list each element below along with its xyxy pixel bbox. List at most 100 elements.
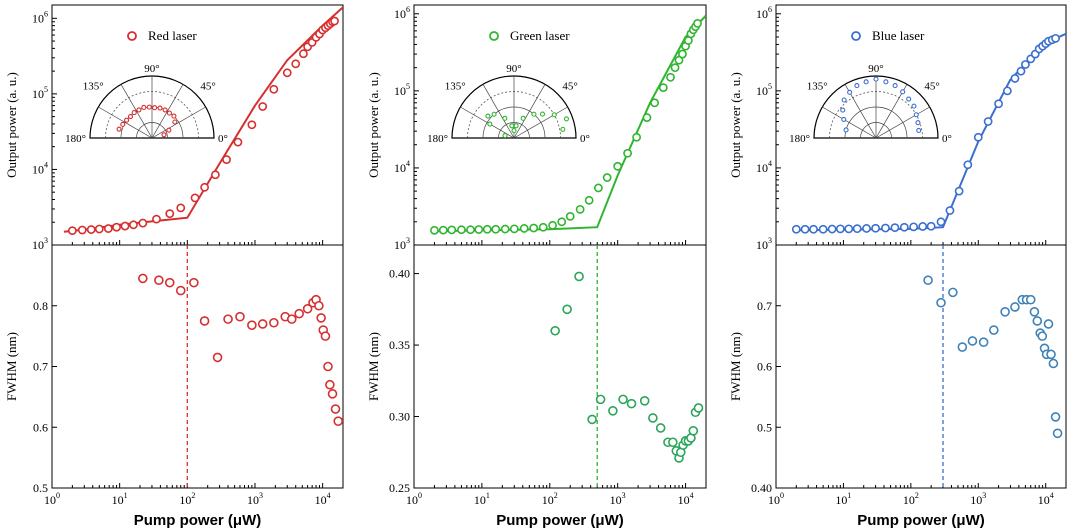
output-point bbox=[593, 183, 603, 193]
polar-point bbox=[157, 105, 163, 111]
fwhm-point bbox=[212, 352, 223, 363]
polar-label-135: 135° bbox=[445, 81, 466, 93]
output-point bbox=[438, 225, 448, 235]
polar-point bbox=[171, 113, 177, 119]
polar-point bbox=[900, 89, 906, 95]
fwhm-point bbox=[1048, 358, 1059, 369]
polar-label-0: 0° bbox=[942, 133, 952, 145]
x-axis-label: Pump power (μW) bbox=[857, 512, 985, 529]
output-point bbox=[557, 217, 567, 227]
fwhm-point bbox=[923, 275, 933, 286]
upper-ytick-label: 105 bbox=[32, 85, 48, 101]
xtick-label: 104 bbox=[1038, 491, 1054, 507]
polar-label-45: 45° bbox=[924, 81, 939, 93]
polar-point bbox=[847, 89, 853, 95]
fwhm-point bbox=[608, 406, 618, 416]
fwhm-point bbox=[235, 311, 245, 322]
polar-point bbox=[915, 120, 921, 126]
upper-ytick-label: 104 bbox=[32, 160, 48, 176]
polar-point bbox=[487, 121, 493, 127]
xtick-label: 104 bbox=[315, 491, 331, 507]
fwhm-point bbox=[957, 342, 968, 352]
polar-point bbox=[863, 79, 869, 85]
output-point bbox=[1016, 66, 1026, 76]
output-point bbox=[1002, 86, 1012, 96]
polar-inset: 90° 45° 0° 135° 180° bbox=[65, 63, 228, 145]
upper-y-axis-label: Output power (a. u.) bbox=[728, 72, 743, 178]
panel-blue: 103 104 105 106 0.40 0.5 0.6 0.7 100 101 102 103 104… bbox=[728, 4, 1067, 529]
output-point bbox=[529, 223, 539, 233]
output-point bbox=[994, 99, 1003, 109]
output-point bbox=[632, 132, 641, 142]
polar-label-180: 180° bbox=[789, 133, 810, 145]
polar-spoke bbox=[513, 84, 546, 139]
fwhm-point bbox=[1043, 319, 1054, 329]
lower-ytick-label: 0.35 bbox=[389, 338, 410, 352]
polar-point bbox=[843, 127, 849, 133]
output-point bbox=[844, 224, 854, 234]
polar-point bbox=[906, 96, 912, 102]
fwhm-point bbox=[286, 314, 297, 324]
output-point bbox=[482, 224, 492, 234]
upper-ytick-label: 103 bbox=[32, 236, 48, 252]
output-point bbox=[77, 225, 87, 235]
output-point bbox=[1010, 74, 1020, 83]
xtick-label: 100 bbox=[406, 491, 422, 507]
polar-point bbox=[892, 83, 898, 89]
polar-point bbox=[131, 110, 137, 116]
polar-point bbox=[539, 111, 546, 117]
fwhm-point bbox=[562, 304, 572, 315]
fwhm-point bbox=[320, 331, 331, 341]
fwhm-point bbox=[1046, 349, 1056, 360]
output-point bbox=[623, 148, 632, 158]
polar-point bbox=[873, 76, 879, 82]
output-point bbox=[670, 63, 680, 73]
polar-point bbox=[913, 112, 919, 118]
fwhm-point bbox=[138, 273, 148, 284]
upper-ytick-label: 103 bbox=[394, 236, 410, 252]
polar-point bbox=[152, 105, 158, 111]
output-point bbox=[548, 220, 557, 230]
fwhm-point bbox=[269, 317, 279, 328]
polar-label-0: 0° bbox=[218, 133, 228, 145]
polar-point bbox=[136, 107, 142, 113]
output-point bbox=[862, 224, 871, 233]
output-point bbox=[945, 206, 955, 215]
output-point bbox=[430, 225, 439, 235]
polar-point bbox=[841, 97, 847, 103]
output-point bbox=[791, 224, 801, 234]
output-point bbox=[881, 223, 890, 233]
lower-ytick-label: 0.5 bbox=[33, 481, 48, 495]
output-point bbox=[200, 182, 209, 192]
legend-label: Green laser bbox=[510, 28, 570, 43]
output-point bbox=[152, 214, 161, 224]
polar-point bbox=[916, 127, 922, 134]
output-point bbox=[94, 224, 104, 234]
xtick-label: 101 bbox=[112, 491, 128, 507]
polar-label-90: 90° bbox=[144, 63, 159, 75]
polar-point bbox=[883, 79, 889, 85]
output-point bbox=[474, 225, 484, 234]
output-point bbox=[871, 223, 880, 233]
polar-spoke bbox=[875, 106, 930, 139]
polar-point bbox=[146, 104, 152, 110]
fwhm-point bbox=[648, 413, 658, 423]
fwhm-point bbox=[247, 320, 257, 330]
output-point bbox=[330, 16, 339, 26]
output-point bbox=[282, 68, 292, 78]
output-point bbox=[538, 222, 548, 232]
fwhm-point bbox=[154, 275, 164, 286]
fwhm-point bbox=[618, 394, 628, 405]
legend-marker bbox=[851, 31, 861, 41]
output-point bbox=[909, 222, 919, 232]
upper-ytick-label: 105 bbox=[756, 82, 772, 98]
upper-ytick-label: 106 bbox=[756, 5, 772, 21]
output-point bbox=[176, 203, 186, 213]
xtick-label: 101 bbox=[835, 491, 851, 507]
output-point bbox=[565, 212, 575, 221]
output-point bbox=[963, 160, 973, 170]
fwhm-point bbox=[330, 404, 341, 414]
fwhm-point bbox=[655, 423, 666, 433]
fwhm-point bbox=[294, 308, 304, 319]
